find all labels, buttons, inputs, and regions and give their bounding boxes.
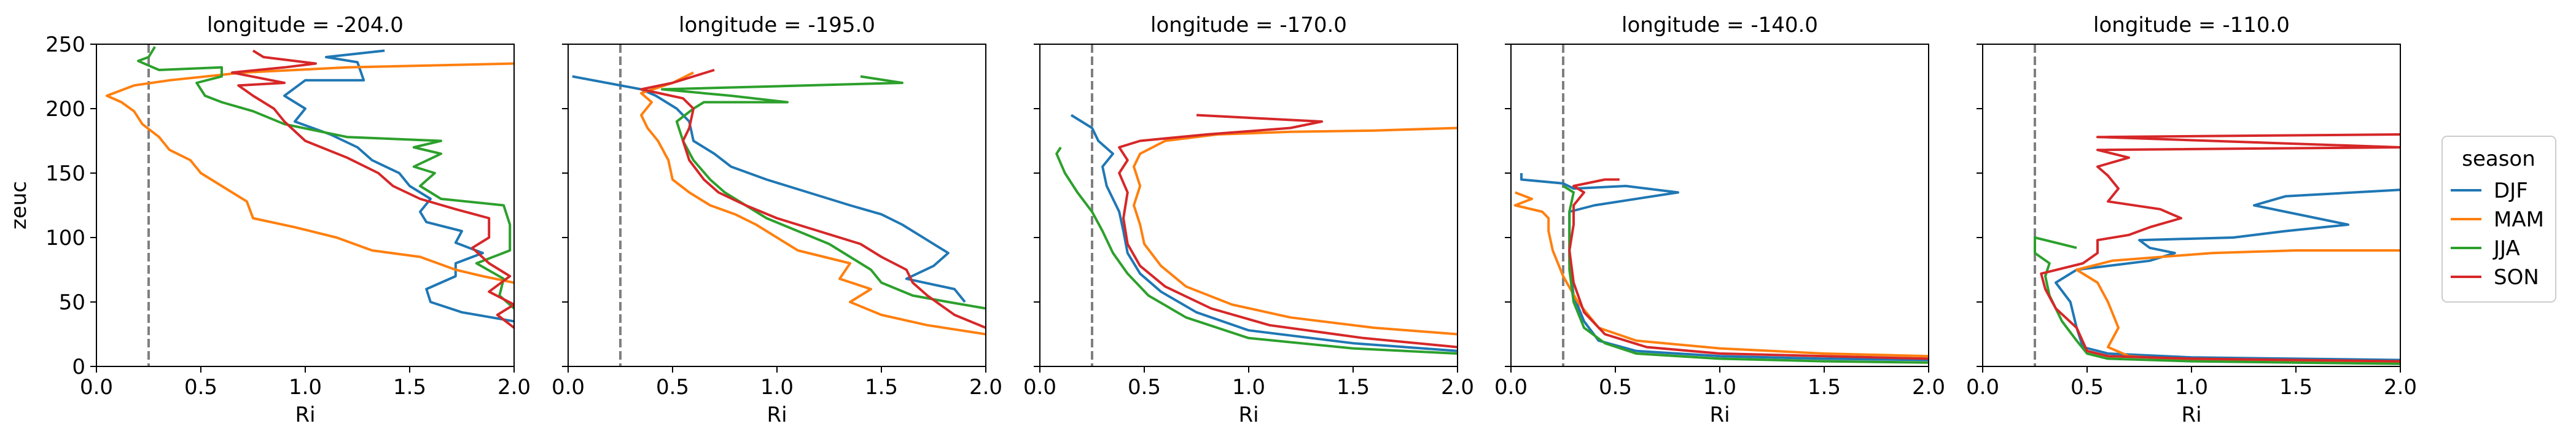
panel-1: longitude = -204.0 0.0 0.5 1.0 1.5 2.0 0 50 100 1… [7, 13, 531, 427]
x-tick-label: 1.0 [289, 375, 322, 400]
plot-frame [1982, 44, 2401, 367]
series-line-mam [640, 71, 986, 336]
facet-panels: longitude = -204.0 0.0 0.5 1.0 1.5 2.0 0 50 100 1… [7, 13, 2417, 427]
x-tick-label: 1.5 [1808, 375, 1841, 400]
series-line-mam [1513, 191, 1929, 358]
legend-label-djf: DJF [2494, 179, 2528, 203]
x-tick-label: 1.5 [1337, 375, 1370, 400]
x-tick-label: 0.5 [184, 375, 217, 400]
legend-label-jja: JJA [2492, 236, 2520, 261]
series-line-djf [1520, 173, 1929, 362]
series-line-son [1568, 178, 1929, 360]
series-line-mam [2075, 249, 2400, 364]
x-tick-label: 0.0 [552, 375, 585, 400]
series-line-jja [1055, 146, 1458, 355]
plot-frame [96, 44, 515, 367]
panel-3: longitude = -170.0 0.0 0.5 1.0 1.5 2.0 Ri [1023, 13, 1474, 427]
panel-title: longitude = -140.0 [1622, 13, 1818, 37]
x-tick-label: 0.5 [1599, 375, 1632, 400]
x-tick-label: 1.0 [1232, 375, 1265, 400]
y-axis-label: zeuc [7, 181, 31, 230]
series-line-son [231, 49, 514, 329]
y-tick-label: 50 [59, 290, 85, 315]
x-tick-label: 0.5 [1128, 375, 1161, 400]
panel-title: longitude = -195.0 [679, 13, 875, 37]
x-tick-label: 0.5 [656, 375, 689, 400]
series-line-jja [661, 75, 986, 310]
x-tick-label: 0.0 [1023, 375, 1056, 400]
y-tick-label: 100 [45, 226, 85, 250]
y-tick-label: 250 [45, 33, 85, 57]
legend-label-mam: MAM [2494, 207, 2544, 232]
y-tick-label: 200 [45, 97, 85, 122]
x-tick-label: 1.0 [1703, 375, 1736, 400]
panel-4: longitude = -140.0 0.0 0.5 1.0 1.5 2.0 Ri [1494, 13, 1945, 427]
x-tick-label: 2.0 [969, 375, 1002, 400]
x-tick-label: 1.5 [393, 375, 426, 400]
x-tick-label: 2.0 [498, 375, 531, 400]
panel-5: longitude = -110.0 0.0 0.5 1.0 1.5 2.0 Ri [1966, 13, 2417, 427]
panel-2: longitude = -195.0 0.0 0.5 1.0 1.5 2.0 Ri [552, 13, 1002, 427]
series-line-jja [1562, 185, 1929, 364]
x-tick-label: 2.0 [2384, 375, 2417, 400]
legend-title: season [2462, 147, 2535, 171]
x-tick-label: 1.5 [2279, 375, 2313, 400]
x-tick-label: 0.0 [1966, 375, 1999, 400]
series-line-jja [2034, 236, 2400, 365]
series-line-djf [1070, 114, 1458, 352]
x-tick-label: 1.5 [865, 375, 898, 400]
series-line-mam [106, 62, 514, 284]
x-axis-label: Ri [767, 403, 787, 427]
x-tick-label: 2.0 [1912, 375, 1945, 400]
y-tick-label: 150 [45, 161, 85, 186]
x-axis-label: Ri [1238, 403, 1259, 427]
series-line-son [1118, 114, 1458, 349]
legend: season DJF MAM JJA SON [2441, 136, 2556, 303]
series-line-jja [137, 46, 514, 309]
legend-frame [2441, 136, 2556, 303]
y-tick-label: 0 [72, 355, 85, 379]
x-tick-label: 0.0 [1494, 375, 1528, 400]
x-axis-label: Ri [295, 403, 315, 427]
series-line-djf [283, 49, 514, 323]
panel-title: longitude = -170.0 [1150, 13, 1347, 37]
x-tick-label: 0.0 [80, 375, 113, 400]
panel-title: longitude = -110.0 [2093, 13, 2290, 37]
x-tick-label: 2.0 [1441, 375, 1474, 400]
plot-frame [568, 44, 986, 367]
x-tick-label: 1.0 [2175, 375, 2208, 400]
series-line-son [640, 69, 986, 329]
series-line-son [2040, 133, 2400, 363]
series-line-djf [2055, 188, 2400, 362]
x-tick-label: 1.0 [760, 375, 794, 400]
series-line-djf [572, 75, 966, 303]
x-axis-label: Ri [1709, 403, 1730, 427]
legend-items: DJF MAM JJA SON [2451, 179, 2544, 290]
legend-label-son: SON [2494, 265, 2539, 290]
panel-title: longitude = -204.0 [207, 13, 404, 37]
x-axis-label: Ri [2181, 403, 2201, 427]
x-tick-label: 0.5 [2071, 375, 2104, 400]
series-line-mam [1133, 126, 1458, 336]
